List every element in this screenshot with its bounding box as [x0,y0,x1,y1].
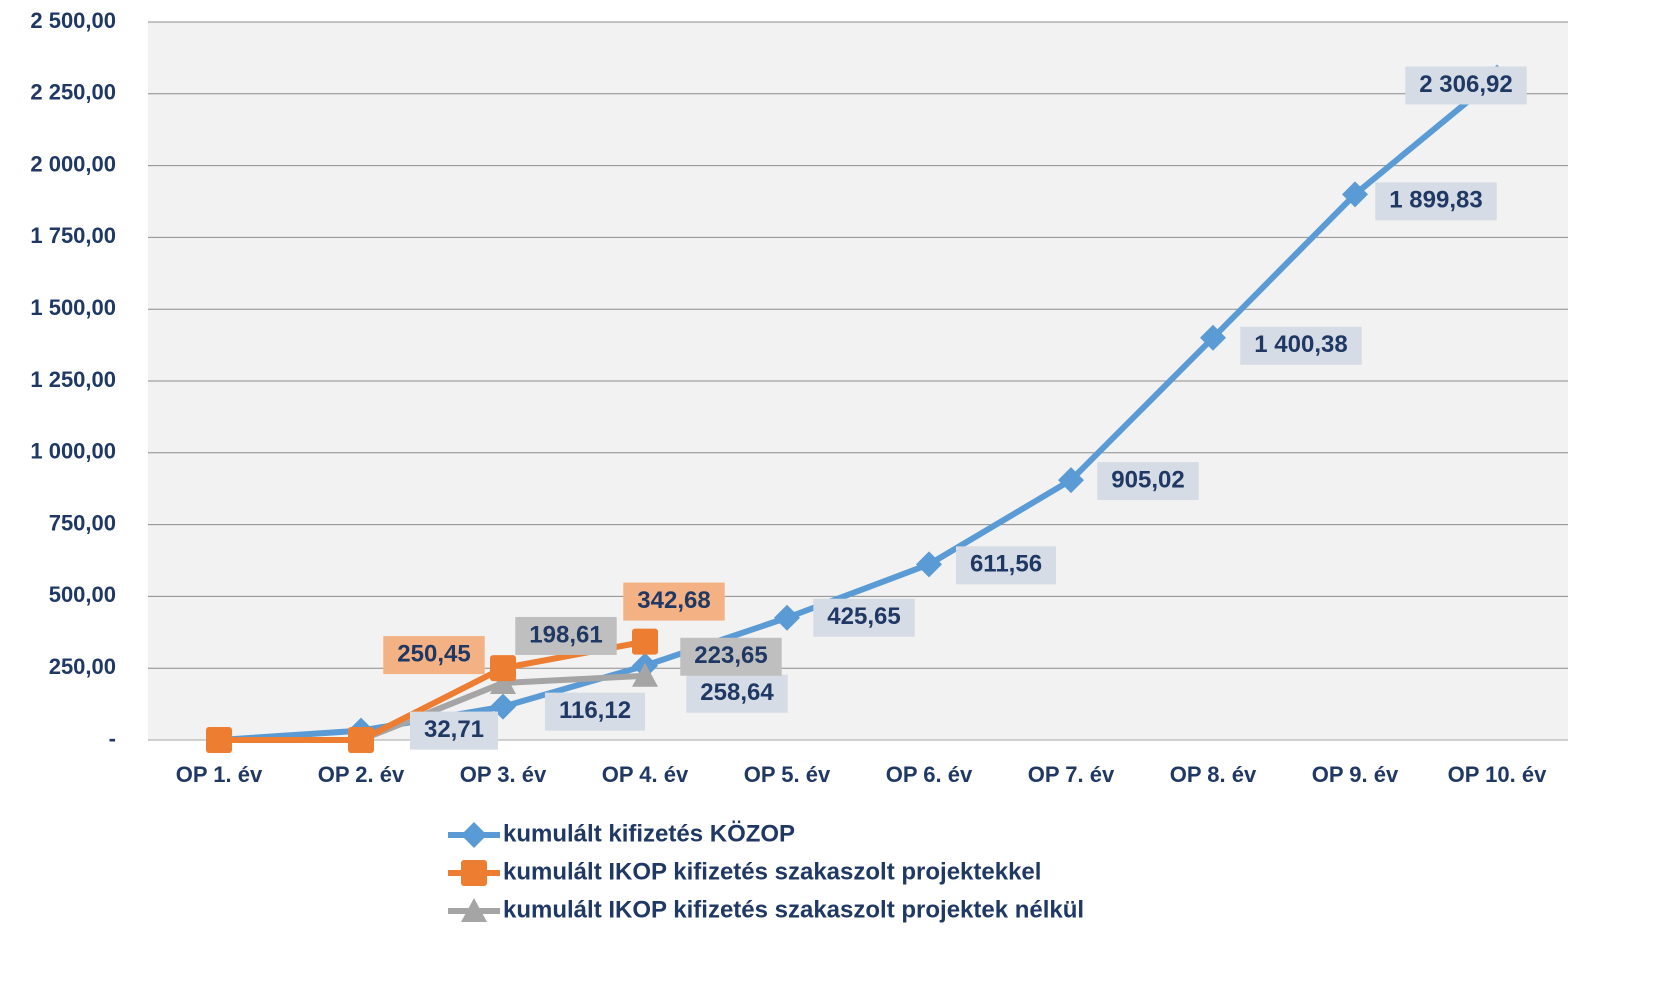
data-label: 223,65 [694,642,767,669]
marker [490,669,516,694]
marker [206,727,232,753]
x-tick-label: OP 4. év [602,762,689,787]
marker [461,860,487,886]
marker [1058,467,1084,494]
data-label-bg [686,674,788,713]
x-tick-label: OP 9. év [1312,762,1399,787]
data-label: 258,64 [700,679,774,706]
data-label: 250,45 [397,640,470,667]
data-label-bg [409,711,499,750]
x-tick-label: OP 6. év [886,762,973,787]
marker [461,898,487,922]
data-label: 905,02 [1111,466,1184,493]
x-tick-label: OP 2. év [318,762,405,787]
data-label-bg [1375,182,1497,221]
y-tick-label: 1 500,00 [30,295,116,320]
marker [461,822,487,848]
data-label-bg [383,636,485,675]
data-label-bg [1240,326,1362,365]
legend-label: kumulált IKOP kifizetés szakaszolt proje… [503,858,1041,885]
marker [632,628,658,655]
x-tick-label: OP 3. év [460,762,547,787]
marker [1342,181,1368,208]
y-tick-label: 2 500,00 [30,8,116,33]
data-label: 425,65 [827,603,900,630]
data-label-bg [955,546,1057,585]
y-tick-label: 1 250,00 [30,367,116,392]
marker [490,655,516,682]
legend-label: kumulált IKOP kifizetés szakaszolt proje… [503,896,1084,923]
y-tick-label: 1 750,00 [30,223,116,248]
data-label: 198,61 [529,621,602,648]
data-label-bg [544,692,646,731]
y-tick-label: - [109,726,116,751]
legend-label: kumulált kifizetés KÖZOP [503,820,795,847]
data-label-bg [623,582,725,621]
y-tick-label: 500,00 [49,582,116,607]
x-tick-label: OP 1. év [176,762,263,787]
x-tick-label: OP 8. év [1170,762,1257,787]
data-label-bg [1405,66,1527,105]
x-tick-label: OP 7. év [1028,762,1115,787]
data-label-bg [515,616,617,655]
data-label-bg [1097,462,1199,501]
y-tick-label: 750,00 [49,510,116,535]
marker [632,662,658,687]
data-label: 2 306,92 [1419,71,1512,98]
x-tick-label: OP 5. év [744,762,831,787]
x-tick-label: OP 10. év [1448,762,1547,787]
marker [348,727,374,753]
data-label: 32,71 [424,716,484,743]
data-label: 611,56 [970,551,1042,578]
marker [1200,324,1226,351]
data-label-bg [813,598,915,637]
marker [774,604,800,631]
data-label: 342,68 [637,587,710,614]
marker [916,551,942,578]
y-tick-label: 2 000,00 [30,151,116,176]
data-label: 116,12 [559,697,631,724]
y-tick-label: 250,00 [49,654,116,679]
data-label-bg [680,637,782,676]
data-label: 1 400,38 [1254,331,1347,358]
y-tick-label: 2 250,00 [30,80,116,105]
y-tick-label: 1 000,00 [30,439,116,464]
data-label: 1 899,83 [1389,187,1482,214]
